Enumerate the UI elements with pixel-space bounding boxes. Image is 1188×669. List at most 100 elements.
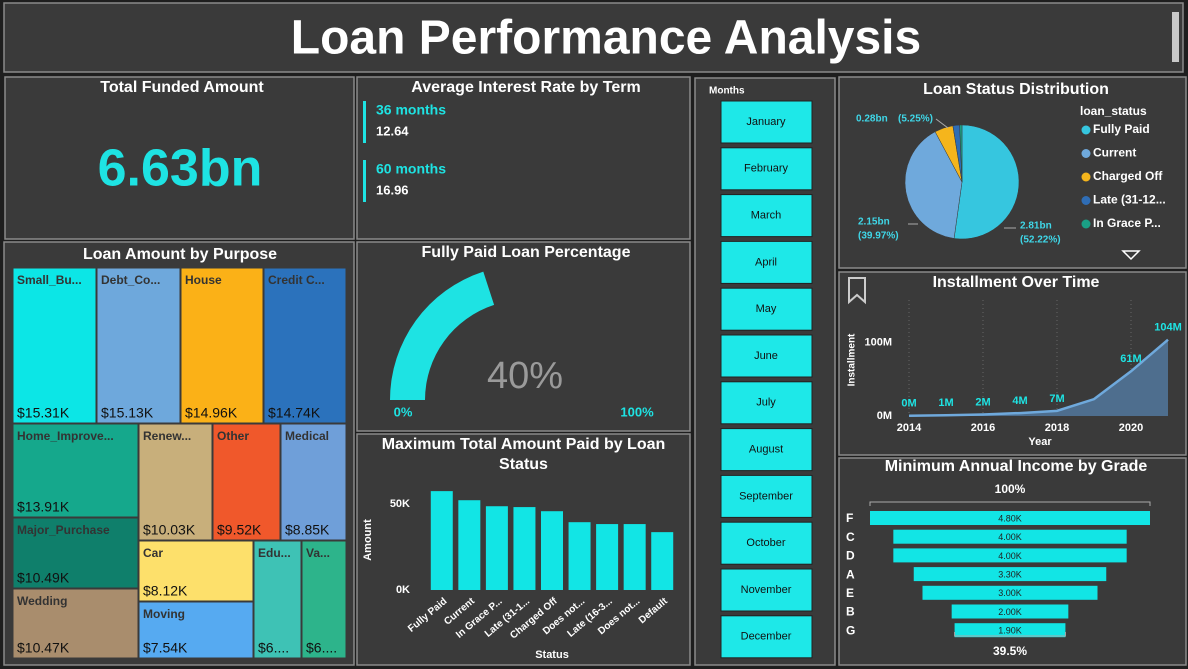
data-label: 7M — [1049, 393, 1064, 405]
data-label: 0M — [901, 398, 916, 410]
funnel-value: 1.90K — [998, 626, 1022, 636]
funnel-category: D — [846, 549, 855, 563]
funnel-value: 4.00K — [998, 551, 1022, 561]
legend-label: Charged Off — [1093, 169, 1163, 183]
y-tick-label: 0K — [396, 584, 410, 596]
month-button[interactable] — [720, 381, 813, 425]
month-button[interactable] — [720, 100, 813, 144]
month-label[interactable]: August — [749, 444, 783, 456]
tile-value: $13.91K — [17, 499, 70, 515]
bar — [513, 507, 536, 590]
month-button[interactable] — [720, 334, 813, 378]
month-label[interactable]: December — [741, 631, 792, 643]
treemap-tile — [138, 540, 254, 602]
data-label: 61M — [1120, 353, 1141, 365]
leader-line — [935, 118, 949, 129]
month-button[interactable] — [720, 147, 813, 191]
month-label[interactable]: July — [756, 397, 776, 409]
legend-swatch — [1081, 196, 1091, 205]
area — [909, 339, 1168, 416]
treemap-tile — [96, 267, 181, 424]
tile-value: $7.54K — [143, 640, 188, 656]
month-label[interactable]: May — [756, 303, 777, 315]
y-axis-label: Installment — [847, 333, 858, 386]
data-label: 0.28bn — [856, 114, 888, 125]
header-panel — [3, 2, 1184, 73]
x-tick-label: 2014 — [897, 422, 922, 434]
scrollbar — [1172, 12, 1179, 62]
month-button[interactable] — [720, 240, 813, 284]
funnel-category: A — [846, 567, 855, 581]
term-label: 36 months — [376, 102, 446, 118]
funded-panel — [4, 76, 355, 240]
tile-label: Home_Improve... — [17, 429, 114, 443]
tile-label: Edu... — [258, 546, 291, 560]
funnel-category: G — [846, 623, 855, 637]
y-tick-label: 100M — [864, 337, 892, 349]
month-label[interactable]: March — [751, 210, 782, 222]
funnel-bar — [893, 548, 1127, 563]
tile-value: $14.96K — [185, 405, 238, 421]
month-button[interactable] — [720, 521, 813, 565]
term-marker — [363, 101, 366, 143]
funnel-bar — [913, 567, 1107, 582]
funnel-value: 3.30K — [998, 569, 1022, 579]
panel-title: Minimum Annual Income by Grade — [885, 458, 1148, 475]
legend-swatch — [1081, 172, 1091, 182]
x-tick-label: 2018 — [1045, 422, 1069, 434]
tile-label: Wedding — [17, 594, 67, 608]
month-button[interactable] — [720, 568, 813, 612]
page-title: Loan Performance Analysis — [291, 12, 921, 65]
legend-label: Fully Paid — [1093, 122, 1150, 136]
month-button[interactable] — [720, 287, 813, 331]
month-label[interactable]: April — [755, 256, 777, 268]
treemap-tile — [12, 588, 139, 659]
month-label[interactable]: June — [754, 350, 778, 362]
legend-label: Current — [1093, 146, 1136, 160]
bar — [623, 524, 646, 590]
bookmark-icon[interactable] — [848, 277, 866, 305]
tile-label: Debt_Co... — [101, 273, 160, 287]
month-button[interactable] — [720, 428, 813, 472]
month-button[interactable] — [720, 615, 813, 659]
x-axis-label: Status — [535, 649, 569, 661]
funnel-value: 2.00K — [998, 607, 1022, 617]
pie-slice — [904, 131, 963, 239]
funnel-bar — [893, 529, 1127, 544]
treemap-tile — [263, 267, 347, 424]
tile-value: $14.74K — [268, 405, 321, 421]
funnel-top-label: 100% — [995, 482, 1026, 496]
term-rate: 16.96 — [376, 182, 409, 197]
gauge-value: 40% — [487, 355, 563, 397]
line — [908, 338, 1169, 417]
month-label[interactable]: February — [744, 163, 789, 175]
x-axis-label: Year — [1028, 436, 1052, 448]
data-label: 2.81bn — [1020, 221, 1052, 232]
pie-slice — [959, 124, 963, 183]
panel-title: Loan Status Distribution — [923, 81, 1109, 98]
month-label[interactable]: September — [739, 490, 793, 502]
legend-swatch — [1081, 125, 1091, 135]
funnel-bottom-label: 39.5% — [993, 644, 1027, 658]
month-label[interactable]: November — [741, 584, 792, 596]
tile-value: $8.85K — [285, 522, 330, 538]
tile-label: Moving — [143, 607, 185, 621]
treemap-tile — [12, 423, 139, 518]
month-label[interactable]: October — [746, 537, 785, 549]
legend-swatch — [1081, 149, 1091, 158]
y-tick-label: 0M — [877, 410, 892, 422]
funnel-value: 4.00K — [998, 532, 1022, 542]
month-button[interactable] — [720, 194, 813, 238]
panel-title: Total Funded Amount — [100, 79, 264, 96]
tile-label: House — [185, 273, 222, 287]
legend-scroll[interactable] — [1121, 250, 1141, 261]
treemap-tile — [280, 423, 347, 541]
tile-label: Renew... — [143, 429, 191, 443]
month-button[interactable] — [720, 474, 813, 518]
gauge-min: 0% — [394, 404, 413, 419]
month-label[interactable]: January — [746, 116, 786, 128]
panel-title: Loan Amount by Purpose — [83, 246, 277, 263]
interest-panel — [356, 76, 691, 240]
bracket — [869, 501, 1151, 506]
